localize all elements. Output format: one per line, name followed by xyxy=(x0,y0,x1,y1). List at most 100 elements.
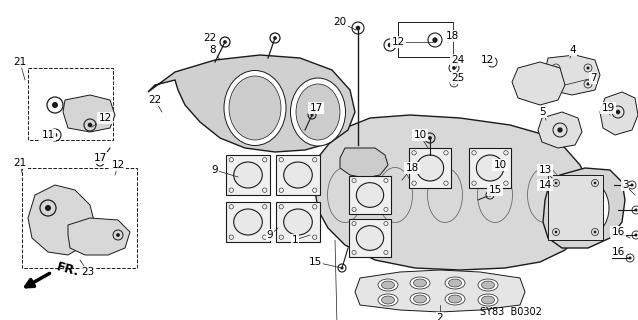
Polygon shape xyxy=(355,270,525,312)
Text: 8: 8 xyxy=(210,45,216,55)
Text: 17: 17 xyxy=(93,153,107,163)
Text: 7: 7 xyxy=(590,73,597,83)
Circle shape xyxy=(554,182,558,184)
Ellipse shape xyxy=(413,279,426,287)
Text: 24: 24 xyxy=(451,55,464,65)
Ellipse shape xyxy=(229,76,281,140)
Circle shape xyxy=(634,209,637,212)
Circle shape xyxy=(594,231,597,233)
Ellipse shape xyxy=(382,281,394,289)
Circle shape xyxy=(586,67,590,69)
Bar xyxy=(469,148,511,188)
Circle shape xyxy=(452,82,456,84)
Ellipse shape xyxy=(482,296,494,304)
Ellipse shape xyxy=(445,277,465,289)
Text: 25: 25 xyxy=(451,73,464,83)
Text: 17: 17 xyxy=(309,103,323,113)
Circle shape xyxy=(586,83,590,85)
Text: 18: 18 xyxy=(445,31,459,41)
Ellipse shape xyxy=(234,162,262,188)
Circle shape xyxy=(356,26,360,30)
Circle shape xyxy=(388,43,392,47)
Text: 9: 9 xyxy=(212,165,218,175)
Circle shape xyxy=(554,67,558,69)
Text: 12: 12 xyxy=(98,113,112,123)
Text: 10: 10 xyxy=(493,160,507,170)
Ellipse shape xyxy=(561,179,609,237)
Text: 11: 11 xyxy=(41,130,55,140)
Circle shape xyxy=(87,123,93,127)
Text: FR.: FR. xyxy=(55,261,80,279)
Text: 15: 15 xyxy=(308,257,322,267)
Circle shape xyxy=(489,194,491,196)
Ellipse shape xyxy=(567,185,603,231)
Text: 9: 9 xyxy=(267,230,273,240)
Circle shape xyxy=(452,66,456,70)
Polygon shape xyxy=(544,55,600,95)
Ellipse shape xyxy=(413,295,426,303)
Ellipse shape xyxy=(478,279,498,291)
Bar xyxy=(398,22,453,57)
Ellipse shape xyxy=(477,155,503,181)
Text: 15: 15 xyxy=(488,185,501,195)
Ellipse shape xyxy=(482,281,494,289)
Ellipse shape xyxy=(449,295,461,303)
Text: 1: 1 xyxy=(292,235,299,245)
Polygon shape xyxy=(148,55,355,152)
Bar xyxy=(349,176,391,214)
Ellipse shape xyxy=(357,226,383,250)
Ellipse shape xyxy=(378,294,398,306)
Ellipse shape xyxy=(410,277,430,289)
Text: 14: 14 xyxy=(538,180,552,190)
Circle shape xyxy=(311,114,313,116)
Circle shape xyxy=(634,234,637,236)
Text: 16: 16 xyxy=(611,227,625,237)
Ellipse shape xyxy=(378,279,398,291)
Text: 20: 20 xyxy=(334,17,346,27)
Circle shape xyxy=(53,133,57,137)
Circle shape xyxy=(433,37,438,43)
Circle shape xyxy=(341,267,343,269)
Circle shape xyxy=(98,160,101,164)
Ellipse shape xyxy=(284,162,312,188)
Text: 12: 12 xyxy=(391,37,404,47)
Text: 13: 13 xyxy=(538,165,552,175)
Text: 4: 4 xyxy=(570,45,576,55)
Circle shape xyxy=(45,205,51,211)
Bar xyxy=(548,175,603,240)
Polygon shape xyxy=(512,62,565,105)
Circle shape xyxy=(616,110,620,114)
Ellipse shape xyxy=(417,155,443,181)
Polygon shape xyxy=(315,115,590,270)
Ellipse shape xyxy=(296,84,340,140)
Circle shape xyxy=(558,127,563,133)
Text: 16: 16 xyxy=(611,247,625,257)
Circle shape xyxy=(116,233,120,237)
Text: 21: 21 xyxy=(13,57,27,67)
Ellipse shape xyxy=(284,209,312,235)
Ellipse shape xyxy=(224,70,286,146)
Ellipse shape xyxy=(410,293,430,305)
Polygon shape xyxy=(63,95,115,132)
Bar xyxy=(226,155,270,195)
Ellipse shape xyxy=(382,296,394,304)
Circle shape xyxy=(223,40,227,44)
Bar xyxy=(276,155,320,195)
Bar xyxy=(226,202,270,242)
Polygon shape xyxy=(543,168,625,248)
Bar xyxy=(349,219,391,257)
Circle shape xyxy=(273,36,277,40)
Ellipse shape xyxy=(449,279,461,287)
Circle shape xyxy=(554,83,558,85)
Circle shape xyxy=(594,182,597,184)
Text: 18: 18 xyxy=(405,163,419,173)
Circle shape xyxy=(554,231,558,233)
Text: 21: 21 xyxy=(13,158,27,168)
Bar xyxy=(28,68,113,140)
Polygon shape xyxy=(340,148,388,178)
Polygon shape xyxy=(28,185,95,255)
Ellipse shape xyxy=(290,78,346,146)
Circle shape xyxy=(630,183,634,187)
Ellipse shape xyxy=(357,183,383,207)
Text: 10: 10 xyxy=(413,130,427,140)
